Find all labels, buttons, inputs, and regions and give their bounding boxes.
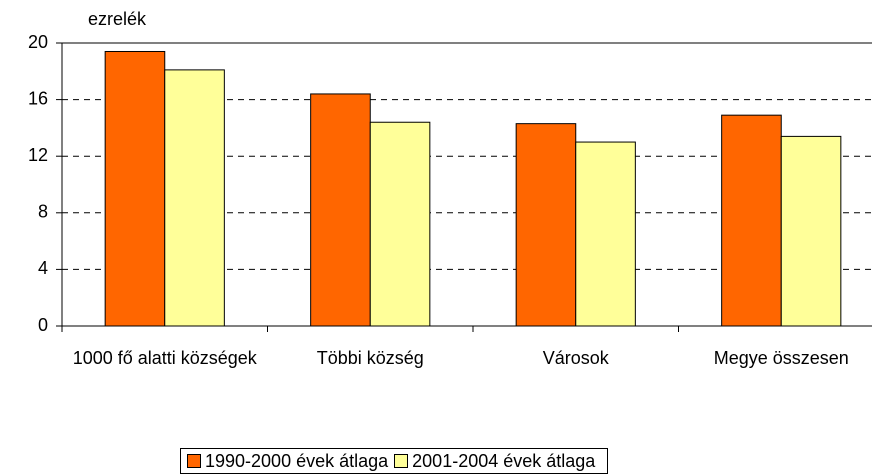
bar	[310, 93, 371, 327]
bar	[780, 135, 842, 327]
bar	[515, 123, 577, 327]
y-tick-label: 16	[28, 88, 48, 108]
x-tick-label: 1000 fő alatti községek	[72, 348, 257, 368]
legend: 1990-2000 évek átlaga 2001-2004 évek átla…	[180, 448, 609, 474]
legend-label: 1990-2000 évek átlaga	[205, 450, 389, 471]
y-axis-label: ezrelék	[88, 9, 147, 29]
bar	[104, 50, 166, 327]
bar	[575, 141, 636, 327]
y-tick-label: 4	[38, 258, 48, 278]
legend-item: 1990-2000 évek átlaga	[187, 451, 388, 472]
legend-item: 2001-2004 évek átlaga	[394, 451, 595, 472]
legend-swatch	[394, 454, 409, 468]
x-tick-label: Többi község	[316, 348, 424, 368]
x-tick-label: Megye összesen	[713, 348, 849, 368]
legend-label: 2001-2004 évek átlaga	[412, 450, 596, 471]
bar	[721, 114, 782, 327]
bar	[369, 121, 431, 327]
y-tick-label: 8	[38, 202, 48, 222]
y-tick-label: 12	[28, 145, 48, 165]
y-tick-label: 0	[38, 315, 48, 335]
legend-swatch	[187, 454, 201, 468]
y-tick-label: 20	[28, 32, 48, 52]
x-tick-label: Városok	[542, 348, 609, 368]
bar	[164, 69, 225, 327]
